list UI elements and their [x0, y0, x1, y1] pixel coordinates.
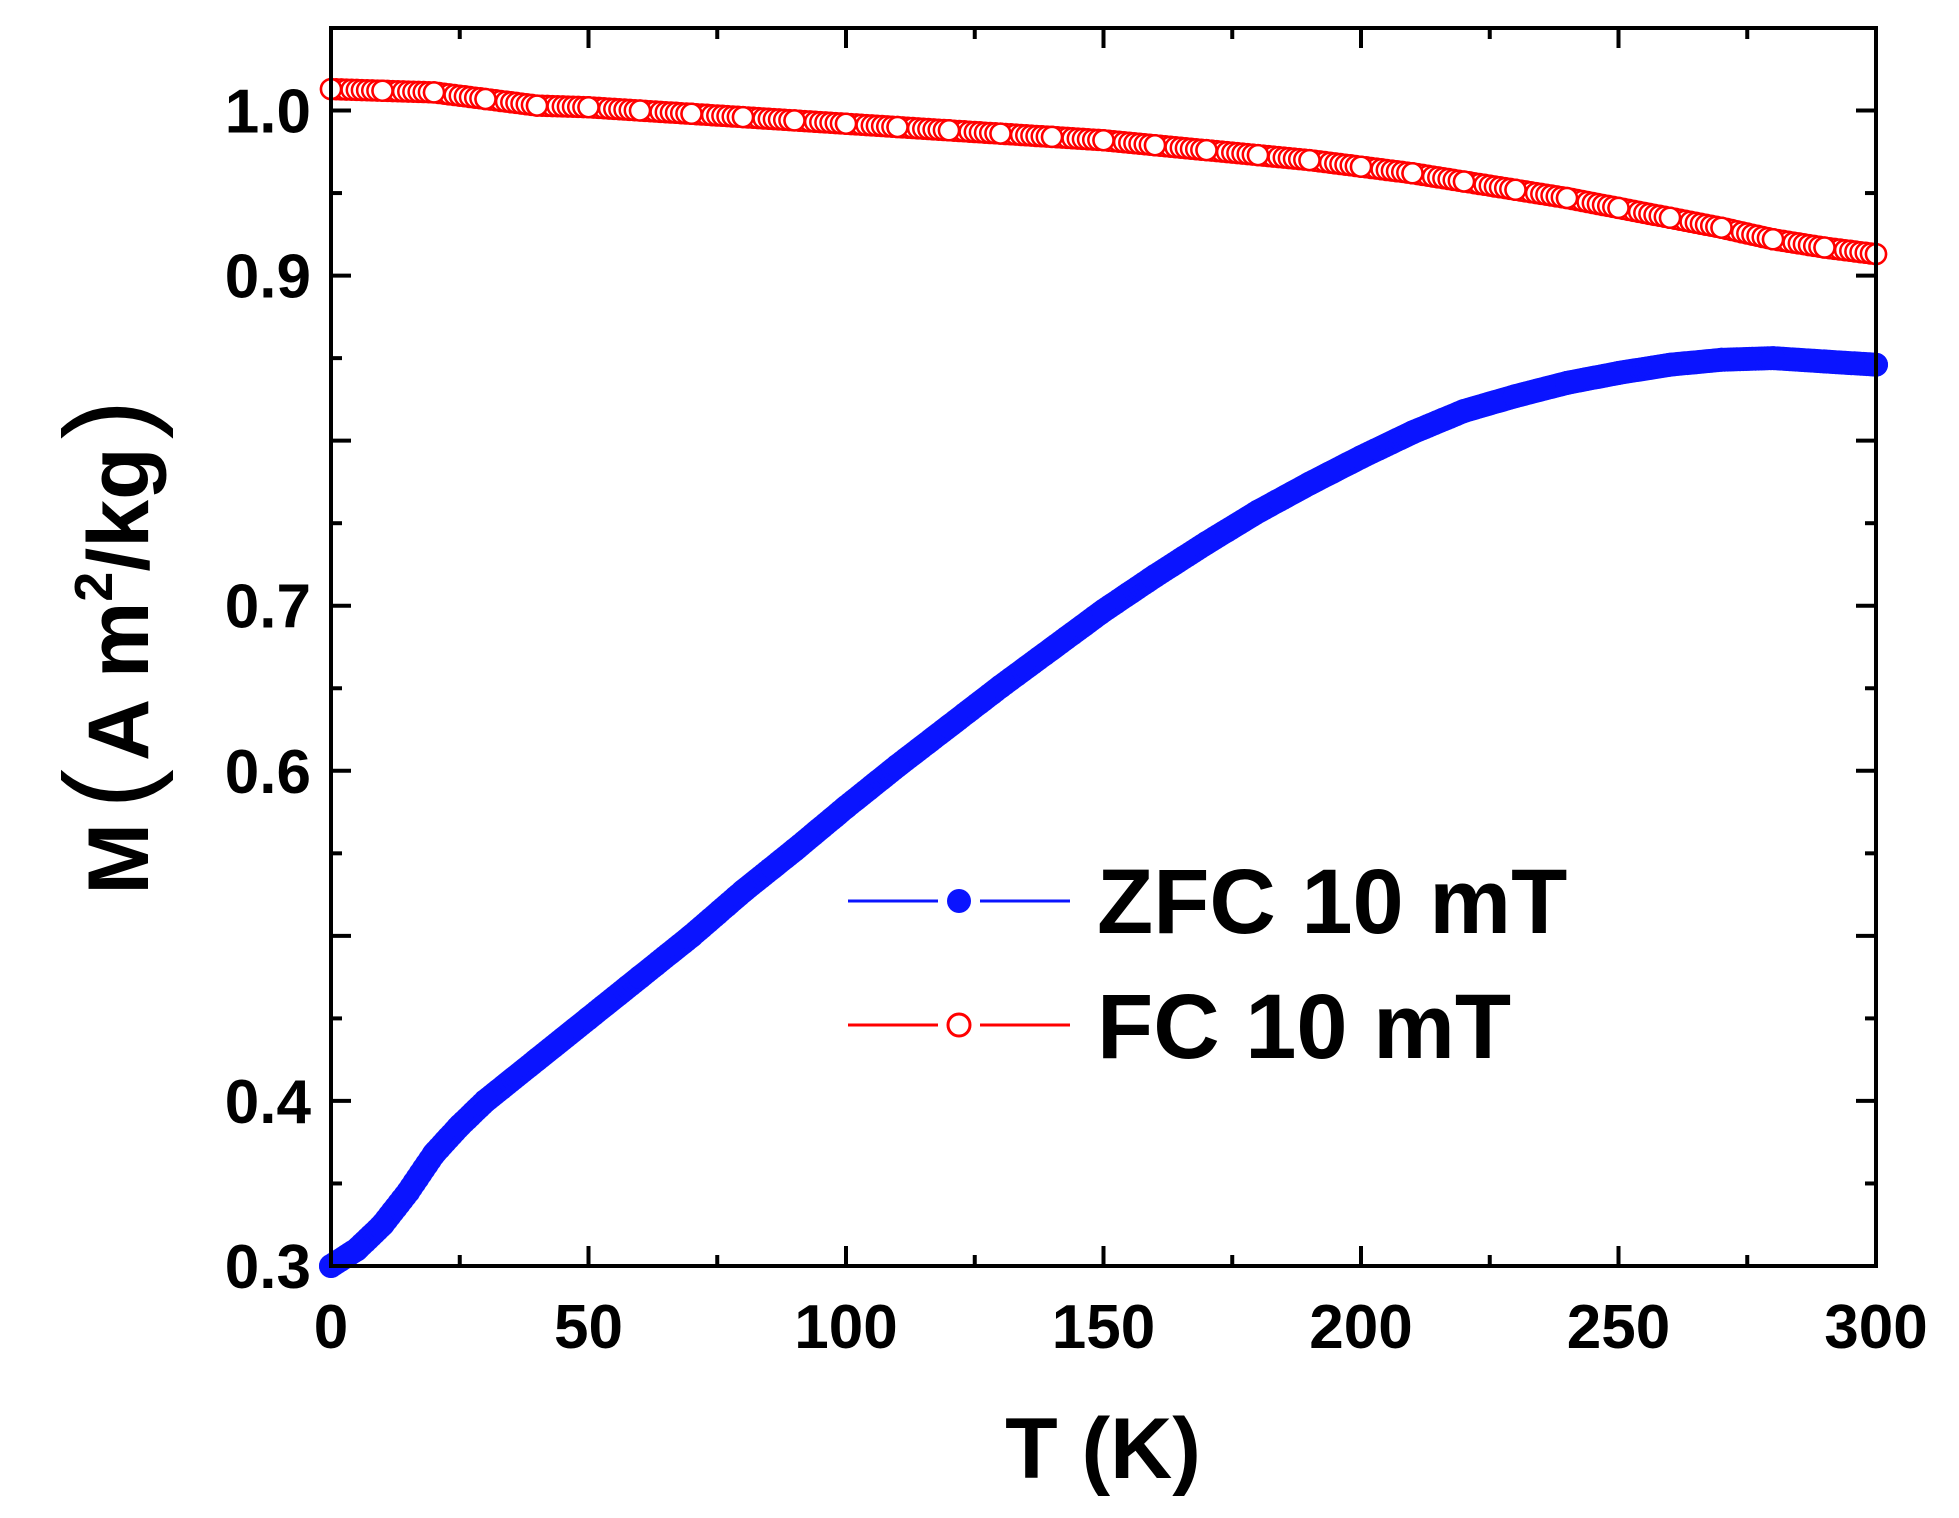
data-point-key [1040, 636, 1064, 661]
y-axis-title-unit-suffix: /kg [71, 447, 167, 571]
data-point-key [473, 1088, 498, 1113]
data-point-key [1503, 384, 1528, 409]
data-point-key [1813, 236, 1836, 259]
data-point-key [1298, 148, 1321, 172]
x-axis-title: T (K) [1005, 1401, 1201, 1497]
legend-zfc-marker [947, 889, 971, 913]
series-0 [319, 346, 1888, 1278]
data-point-key [1195, 138, 1218, 162]
y-tick-label: 0.4 [225, 1068, 312, 1137]
legend-zfc-label: ZFC 10 mT [1097, 851, 1567, 953]
y-tick-label: 0.7 [225, 573, 311, 642]
y-axis-title-close-paren: ) [40, 399, 174, 439]
legend-fc-marker [946, 1012, 972, 1038]
data-point-key [1092, 128, 1115, 152]
data-point-key [525, 94, 549, 117]
data-point-key [576, 1006, 601, 1031]
data-point-key [680, 102, 703, 126]
data-point-key [371, 79, 394, 102]
data-point-key [1812, 349, 1837, 374]
x-tick-label: 300 [1824, 1293, 1927, 1362]
data-point-key [1710, 216, 1733, 239]
data-point-key [782, 838, 807, 862]
data-point-key [447, 1113, 472, 1138]
data-point-key [1761, 228, 1785, 251]
data-point-key [1400, 420, 1425, 445]
y-axis-title: M ( A m2/kg) [40, 399, 174, 894]
y-axis-title-unit-base: A m [71, 602, 167, 761]
data-point-key [628, 965, 652, 990]
data-point-key [1143, 564, 1167, 588]
x-tick-label: 0 [314, 1293, 348, 1362]
data-point-key [1143, 133, 1167, 157]
data-point-key [344, 1237, 369, 1262]
data-point-key [1709, 347, 1734, 372]
data-point-key [989, 122, 1012, 145]
y-tick-label: 0.9 [225, 243, 311, 312]
series-layer [319, 77, 1888, 1278]
data-point-key [370, 1212, 395, 1237]
data-point-key [1658, 206, 1682, 230]
data-point-key [1297, 471, 1322, 496]
data-point-key [1401, 162, 1424, 185]
data-point-key [474, 87, 497, 111]
legend-fc-label: FC 10 mT [1097, 976, 1511, 1078]
y-axis-title-open-paren: ( [40, 769, 174, 809]
y-axis-title-prefix: M [71, 823, 167, 895]
data-point-key [422, 1141, 446, 1166]
data-point-key [731, 105, 755, 129]
plot-frame [329, 26, 1878, 1268]
series-1 [319, 77, 1888, 266]
data-point-key [1452, 399, 1476, 423]
x-tick-label: 250 [1567, 1293, 1670, 1362]
data-point-key [1194, 531, 1219, 555]
data-point-key [885, 753, 910, 778]
data-point-key [422, 81, 446, 104]
data-point-key [834, 112, 858, 135]
data-point-key [731, 879, 755, 904]
x-tick-label: 50 [554, 1293, 623, 1362]
y-tick-label: 0.3 [225, 1233, 311, 1302]
data-point-key [1658, 352, 1682, 377]
data-point-key [988, 674, 1013, 699]
x-tick-label: 200 [1309, 1293, 1412, 1362]
data-point-key [1504, 178, 1527, 202]
data-point-key [1761, 346, 1785, 371]
legend: ZFC 10 mT FC 10 mT [848, 851, 1567, 1078]
y-axis-title-unit-exponent: 2 [64, 572, 124, 602]
data-point-key [679, 923, 704, 948]
data-point-key [937, 714, 961, 739]
tick-labels-layer: 0 50 100 150 200 250 300 0.3 0.4 0.6 0.7 0.9 1.0 [225, 78, 1928, 1362]
data-point-key [628, 99, 652, 122]
data-point-key [1555, 186, 1579, 210]
data-point-key [1555, 370, 1579, 395]
data-point-key [783, 109, 806, 132]
data-point-key [1349, 445, 1373, 470]
data-point-key [937, 119, 961, 142]
data-point-key [1349, 155, 1373, 178]
data-point-key [396, 1179, 421, 1204]
data-point-key [1607, 196, 1630, 220]
data-point-key [1606, 361, 1631, 385]
data-point-key [886, 115, 909, 139]
data-point-key [1091, 598, 1116, 623]
x-tick-label: 100 [794, 1293, 897, 1362]
data-point-key [834, 795, 858, 820]
data-point-key [577, 95, 600, 119]
data-point-key [1040, 125, 1064, 149]
data-point-key [525, 1047, 549, 1072]
data-point-key [1246, 499, 1270, 524]
data-point-key [1246, 143, 1270, 167]
y-tick-label: 1.0 [225, 78, 311, 147]
x-tick-label: 150 [1052, 1293, 1155, 1362]
data-point-key [1452, 170, 1476, 193]
y-tick-label: 0.6 [225, 738, 311, 807]
